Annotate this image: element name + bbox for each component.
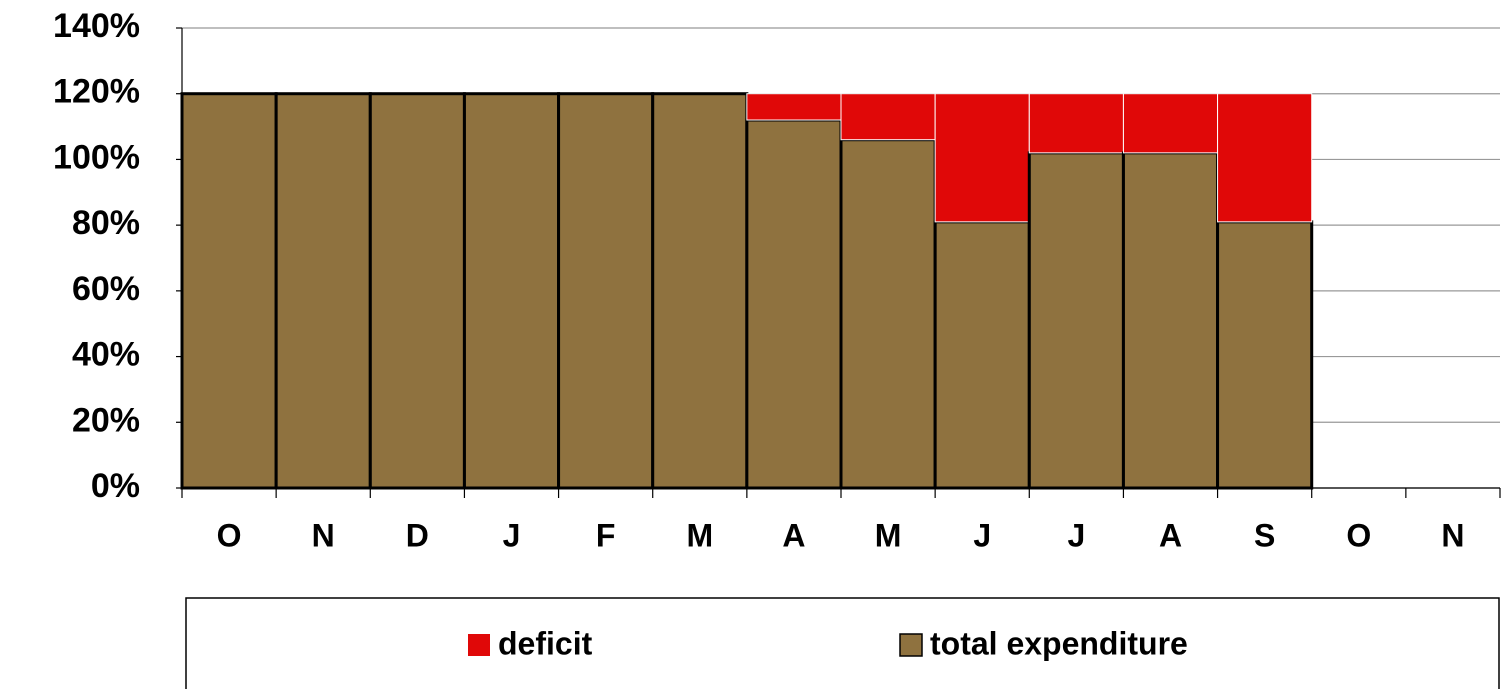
bar-segment — [1027, 151, 1125, 490]
legend-swatch — [899, 633, 923, 657]
y-tick-label: 40% — [72, 336, 140, 374]
x-tick-label: A — [1159, 517, 1182, 553]
y-tick-label: 120% — [53, 73, 140, 111]
x-tick-label: J — [1067, 517, 1085, 553]
bar-segment — [934, 93, 1030, 223]
x-tick-label: F — [596, 517, 616, 553]
x-tick-label: J — [973, 517, 991, 553]
x-tick-label: N — [1441, 517, 1464, 553]
x-tick-label: O — [217, 517, 242, 553]
bar-segment — [651, 92, 749, 490]
legend-label: total expenditure — [930, 625, 1188, 661]
x-tick-label: N — [312, 517, 335, 553]
bar-segment — [839, 138, 937, 490]
bar-segment — [274, 92, 372, 490]
y-tick-label: 80% — [72, 204, 140, 242]
bar-segment — [557, 92, 655, 490]
bar-segment — [746, 93, 842, 121]
bar-segment — [933, 220, 1031, 490]
bar-segment — [1122, 93, 1219, 154]
bar-segment — [462, 92, 561, 490]
x-tick-label: D — [406, 517, 429, 553]
y-tick-label: 0% — [91, 467, 140, 505]
y-tick-label: 140% — [53, 7, 140, 45]
x-tick-label: J — [503, 517, 521, 553]
bar-segment — [368, 92, 466, 490]
y-tick-label: 20% — [72, 401, 140, 439]
bar-segment — [1028, 93, 1124, 154]
legend-swatch — [468, 634, 490, 656]
x-tick-label: A — [782, 517, 805, 553]
bar-segment — [1121, 151, 1220, 490]
y-tick-label: 100% — [53, 138, 140, 176]
legend-label: deficit — [498, 625, 593, 661]
bar-segment — [1217, 93, 1313, 223]
bar-segment — [745, 118, 843, 490]
legend-box — [185, 597, 1500, 689]
x-tick-label: O — [1346, 517, 1371, 553]
x-tick-label: S — [1254, 517, 1275, 553]
bar-segment — [1216, 220, 1314, 490]
bar-segment — [180, 92, 278, 490]
x-tick-label: M — [686, 517, 713, 553]
x-tick-label: M — [875, 517, 902, 553]
bar-segment — [840, 93, 936, 141]
y-tick-label: 60% — [72, 270, 140, 308]
